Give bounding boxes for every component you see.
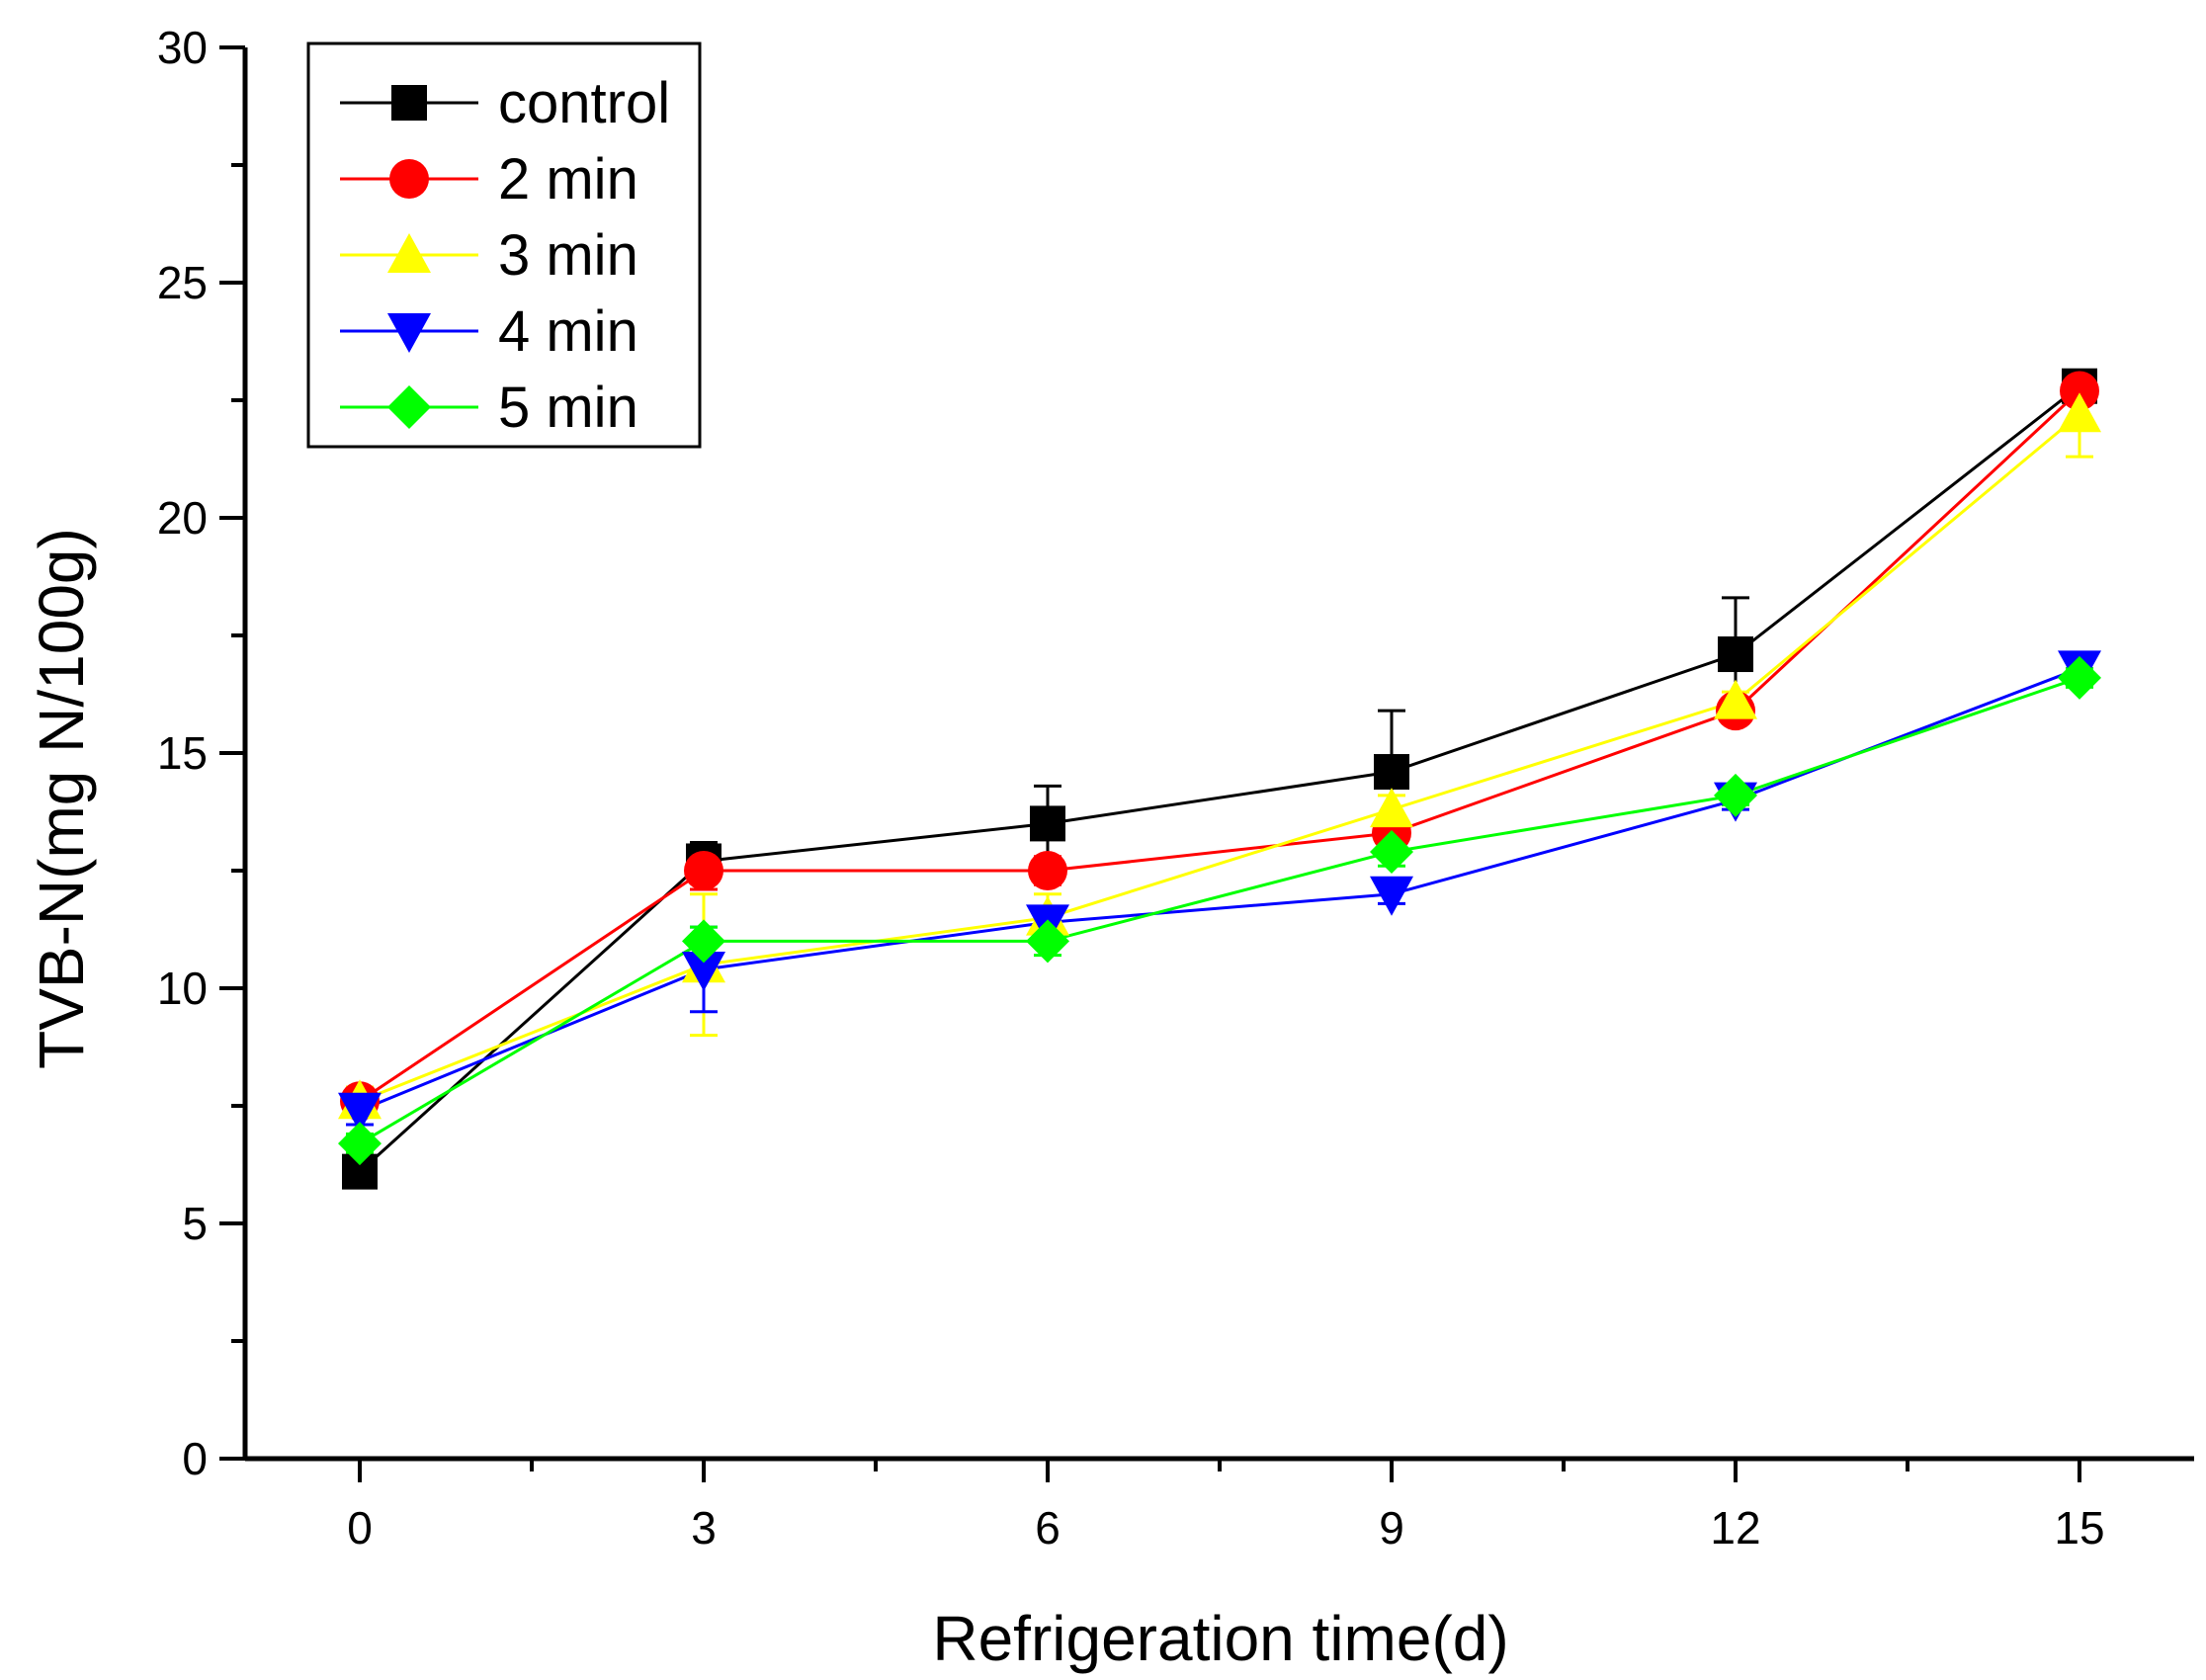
series-line-4-min bbox=[359, 666, 2080, 1113]
x-tick-label: 15 bbox=[2054, 1502, 2104, 1554]
x-tick-label: 0 bbox=[347, 1502, 373, 1554]
y-tick-label: 5 bbox=[182, 1198, 208, 1249]
y-tick-label: 20 bbox=[157, 492, 208, 544]
data-point-2-min bbox=[2060, 371, 2099, 411]
legend-marker-2-min bbox=[389, 159, 429, 199]
data-point-5-min bbox=[1370, 829, 1413, 874]
data-point-control bbox=[1374, 754, 1409, 791]
data-point-3-min bbox=[1370, 788, 1413, 828]
x-tick-label: 12 bbox=[1710, 1502, 1760, 1554]
legend-marker-3-min bbox=[387, 233, 431, 273]
series-line-2-min bbox=[359, 389, 2081, 1103]
y-axis-title: TVB-N(mg N/100g) bbox=[26, 528, 97, 1069]
legend-box bbox=[306, 42, 702, 449]
x-tick-label: 9 bbox=[1379, 1502, 1404, 1554]
legend-label-control: control bbox=[498, 71, 670, 135]
legend-marker-control bbox=[391, 85, 427, 121]
legend-label-5-min: 5 min bbox=[498, 376, 638, 440]
series-line-5-min bbox=[359, 676, 2080, 1145]
series-line-control bbox=[358, 384, 2080, 1173]
data-point-control bbox=[1718, 636, 1753, 673]
y-tick-label: 15 bbox=[157, 727, 208, 779]
legend-marker-4-min bbox=[387, 313, 431, 353]
data-point-4-min bbox=[1370, 876, 1413, 916]
series-markers bbox=[338, 368, 2101, 1190]
data-point-4-min bbox=[338, 1092, 382, 1133]
data-point-control bbox=[1030, 805, 1065, 842]
data-point-5-min bbox=[1714, 773, 1757, 817]
data-point-5-min bbox=[1026, 919, 1069, 964]
data-point-2-min bbox=[1028, 851, 1067, 890]
legend-label-4-min: 4 min bbox=[498, 299, 638, 364]
legend-marker-5-min bbox=[387, 385, 431, 429]
data-point-5-min bbox=[682, 919, 725, 964]
x-tick-label: 3 bbox=[691, 1502, 717, 1554]
legend-label-3-min: 3 min bbox=[498, 223, 638, 288]
y-tick-label: 25 bbox=[157, 257, 208, 308]
legend-label-2-min: 2 min bbox=[498, 147, 638, 211]
data-point-4-min bbox=[682, 951, 725, 991]
series-line-3-min bbox=[359, 413, 2080, 1103]
data-point-5-min bbox=[338, 1122, 382, 1166]
legend: control 2 min 3 min 4 min 5 min bbox=[306, 42, 702, 449]
axes: 0 5 10 15 20 25 30 0 3 6 9 12 15 bbox=[157, 22, 2194, 1554]
x-tick-label: 6 bbox=[1035, 1502, 1061, 1554]
y-tick-label: 30 bbox=[157, 22, 208, 73]
data-point-2-min bbox=[684, 851, 723, 890]
series-lines bbox=[358, 384, 2081, 1173]
y-tick-label: 0 bbox=[182, 1433, 208, 1484]
y-tick-label: 10 bbox=[157, 963, 208, 1014]
data-point-3-min bbox=[2058, 392, 2101, 433]
x-axis-title: Refrigeration time(d) bbox=[932, 1603, 1508, 1674]
data-point-5-min bbox=[2058, 655, 2101, 700]
data-point-3-min bbox=[1714, 679, 1757, 719]
